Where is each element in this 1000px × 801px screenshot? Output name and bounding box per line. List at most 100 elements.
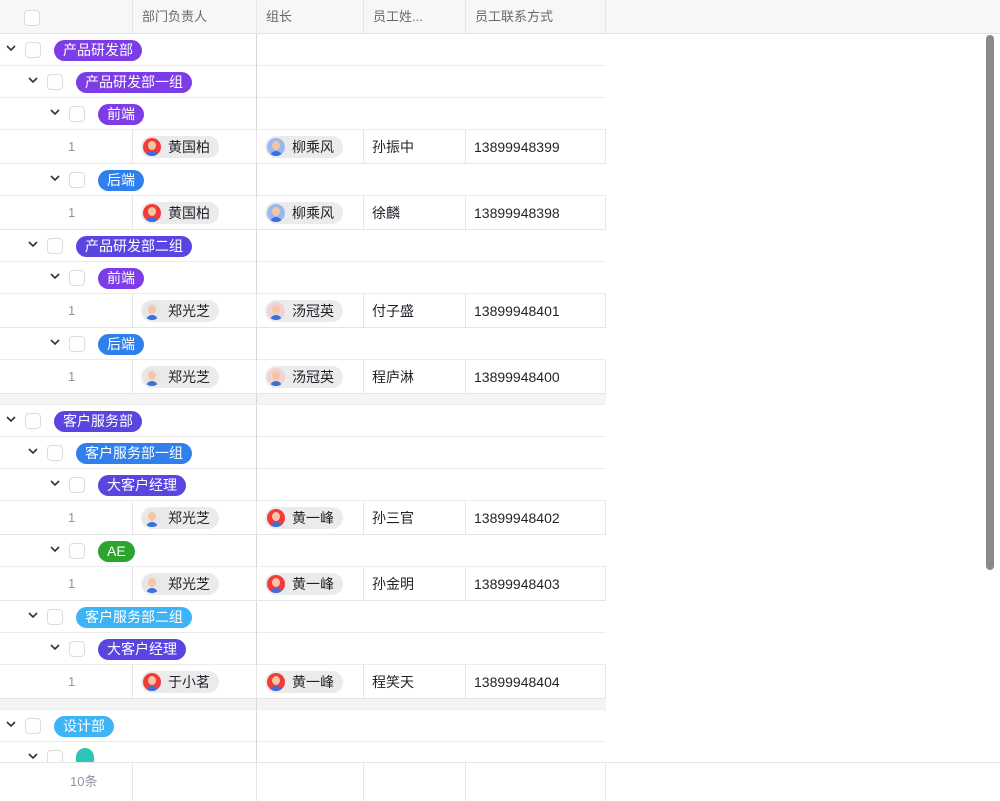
group-row[interactable]: 产品研发部 [0, 34, 606, 66]
employee-name-cell[interactable]: 程庐淋 [364, 360, 466, 393]
dept-head-cell[interactable]: 黄国柏 [133, 130, 257, 163]
employee-name-cell[interactable]: 付子盛 [364, 294, 466, 327]
chevron-down-icon[interactable] [48, 106, 62, 120]
employee-phone-cell[interactable]: 13899948403 [466, 567, 606, 600]
group-row[interactable]: 客户服务部二组 [0, 601, 606, 633]
dept-head-pill[interactable]: 郑光芝 [141, 572, 219, 595]
column-header-dept-head[interactable]: 部门负责人 [133, 0, 257, 33]
employee-phone-cell[interactable]: 13899948401 [466, 294, 606, 327]
column-header-employee-name[interactable]: 员工姓... [364, 0, 466, 33]
team-lead-cell[interactable]: 汤冠英 [257, 294, 364, 327]
team-lead-pill[interactable]: 柳乘风 [265, 201, 343, 224]
row-checkbox[interactable] [69, 106, 85, 122]
team-lead-pill[interactable]: 黄一峰 [265, 506, 343, 529]
group-row[interactable]: 大客户经理 [0, 633, 606, 665]
dept-head-cell[interactable]: 于小茗 [133, 665, 257, 698]
team-lead-pill[interactable]: 汤冠英 [265, 299, 343, 322]
table-row[interactable]: 1 黄国柏 柳乘风 孙振中 13899948399 [0, 130, 606, 164]
employee-phone-cell[interactable]: 13899948402 [466, 501, 606, 534]
dept-head-cell[interactable]: 郑光芝 [133, 501, 257, 534]
chevron-down-icon[interactable] [26, 238, 40, 252]
group-row[interactable]: 前端 [0, 98, 606, 130]
group-row[interactable]: 设计部 [0, 710, 606, 742]
select-all-checkbox[interactable] [24, 9, 40, 26]
chevron-down-icon[interactable] [4, 42, 18, 56]
row-checkbox[interactable] [69, 336, 85, 352]
group-tag: 设计部 [54, 716, 114, 737]
team-lead-pill[interactable]: 汤冠英 [265, 365, 343, 388]
dept-head-cell[interactable]: 郑光芝 [133, 294, 257, 327]
team-lead-cell[interactable]: 黄一峰 [257, 567, 364, 600]
employee-name-cell[interactable]: 程笑天 [364, 665, 466, 698]
employee-name-cell[interactable]: 孙三官 [364, 501, 466, 534]
chevron-down-icon[interactable] [48, 270, 62, 284]
chevron-down-icon[interactable] [48, 172, 62, 186]
group-row[interactable]: 客户服务部 [0, 405, 606, 437]
table-row[interactable]: 1 郑光芝 黄一峰 孙三官 13899948402 [0, 501, 606, 535]
team-lead-pill[interactable]: 黄一峰 [265, 572, 343, 595]
team-lead-cell[interactable]: 黄一峰 [257, 501, 364, 534]
table-row[interactable]: 1 于小茗 黄一峰 程笑天 13899948404 [0, 665, 606, 699]
row-checkbox[interactable] [25, 413, 41, 429]
dept-head-pill[interactable]: 黄国柏 [141, 201, 219, 224]
row-checkbox[interactable] [47, 445, 63, 461]
team-lead-pill[interactable]: 柳乘风 [265, 135, 343, 158]
row-checkbox[interactable] [69, 641, 85, 657]
team-lead-cell[interactable]: 柳乘风 [257, 130, 364, 163]
column-header-employee-phone[interactable]: 员工联系方式 [466, 0, 606, 33]
group-row[interactable]: AE [0, 535, 606, 567]
chevron-down-icon[interactable] [26, 74, 40, 88]
dept-head-cell[interactable]: 郑光芝 [133, 567, 257, 600]
chevron-down-icon[interactable] [48, 543, 62, 557]
column-header-team-lead[interactable]: 组长 [257, 0, 364, 33]
row-checkbox[interactable] [69, 543, 85, 559]
dept-head-pill[interactable]: 郑光芝 [141, 506, 219, 529]
employee-name-cell[interactable]: 孙金明 [364, 567, 466, 600]
chevron-down-icon[interactable] [26, 609, 40, 623]
table-row[interactable]: 1 郑光芝 汤冠英 程庐淋 13899948400 [0, 360, 606, 394]
group-row[interactable]: 客户服务部一组 [0, 437, 606, 469]
row-checkbox[interactable] [69, 172, 85, 188]
employee-phone-cell[interactable]: 13899948404 [466, 665, 606, 698]
employee-name-cell[interactable]: 孙振中 [364, 130, 466, 163]
chevron-down-icon[interactable] [26, 445, 40, 459]
chevron-down-icon[interactable] [26, 750, 40, 764]
chevron-down-icon[interactable] [48, 336, 62, 350]
group-row[interactable]: 前端 [0, 262, 606, 294]
dept-head-pill[interactable]: 郑光芝 [141, 365, 219, 388]
dept-head-cell[interactable]: 黄国柏 [133, 196, 257, 229]
row-checkbox[interactable] [47, 238, 63, 254]
team-lead-cell[interactable]: 黄一峰 [257, 665, 364, 698]
employee-phone-cell[interactable]: 13899948399 [466, 130, 606, 163]
group-row[interactable]: 产品研发部一组 [0, 66, 606, 98]
group-row[interactable]: 后端 [0, 328, 606, 360]
team-lead-cell[interactable]: 汤冠英 [257, 360, 364, 393]
team-lead-pill[interactable]: 黄一峰 [265, 670, 343, 693]
group-row[interactable]: 大客户经理 [0, 469, 606, 501]
dept-head-cell[interactable]: 郑光芝 [133, 360, 257, 393]
dept-head-pill[interactable]: 郑光芝 [141, 299, 219, 322]
table-row[interactable]: 1 黄国柏 柳乘风 徐麟 13899948398 [0, 196, 606, 230]
chevron-down-icon[interactable] [48, 477, 62, 491]
group-row[interactable]: 后端 [0, 164, 606, 196]
employee-phone-cell[interactable]: 13899948398 [466, 196, 606, 229]
chevron-down-icon[interactable] [48, 641, 62, 655]
row-checkbox[interactable] [25, 718, 41, 734]
vertical-scrollbar[interactable] [986, 35, 994, 570]
dept-head-pill[interactable]: 黄国柏 [141, 135, 219, 158]
row-checkbox[interactable] [69, 477, 85, 493]
group-row[interactable]: 产品研发部二组 [0, 230, 606, 262]
team-lead-cell[interactable]: 柳乘风 [257, 196, 364, 229]
row-checkbox[interactable] [47, 74, 63, 90]
employee-phone-cell[interactable]: 13899948400 [466, 360, 606, 393]
row-checkbox[interactable] [25, 42, 41, 58]
employee-name-cell[interactable]: 徐麟 [364, 196, 466, 229]
dept-head-pill[interactable]: 于小茗 [141, 670, 219, 693]
chevron-down-icon[interactable] [4, 718, 18, 732]
group-tag: 产品研发部 [54, 40, 142, 61]
row-checkbox[interactable] [69, 270, 85, 286]
chevron-down-icon[interactable] [4, 413, 18, 427]
table-row[interactable]: 1 郑光芝 汤冠英 付子盛 13899948401 [0, 294, 606, 328]
table-row[interactable]: 1 郑光芝 黄一峰 孙金明 13899948403 [0, 567, 606, 601]
row-checkbox[interactable] [47, 609, 63, 625]
